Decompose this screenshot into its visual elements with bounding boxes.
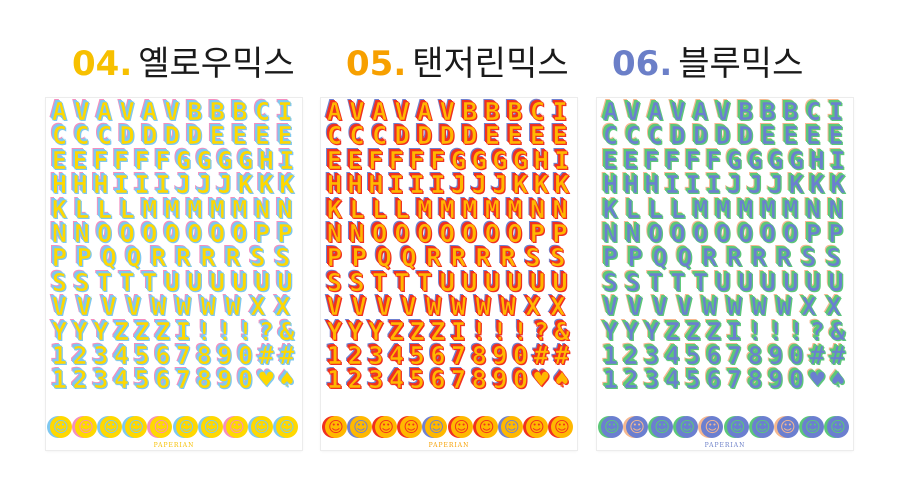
smiley-face-icon: ☺ bbox=[225, 416, 248, 438]
sticker-row: KLLLMMMMMNN bbox=[603, 194, 852, 224]
sticker-row: VVVVWWWWXX bbox=[52, 292, 301, 322]
brand-logo: PAPERIAN bbox=[428, 442, 470, 449]
smiley-face-icon: ☺ bbox=[651, 416, 674, 438]
smiley-face-icon: ☺ bbox=[826, 416, 849, 438]
smiley-face-icon: ☺ bbox=[350, 416, 373, 438]
smiley-face-icon: ☺ bbox=[601, 416, 623, 438]
smiley-face-icon: ☺ bbox=[275, 416, 298, 438]
sticker-sheet: AVAVAVBBBCI CCCDDDDEEEE EEFFFFGGGGHI HHHIII… bbox=[597, 98, 853, 450]
smiley-face-icon: ☺ bbox=[726, 416, 749, 438]
smiley-face-icon: ☺ bbox=[50, 416, 72, 438]
product-title: 04. 옐로우믹스 bbox=[72, 42, 295, 86]
smiley-face-icon: ☺ bbox=[450, 416, 473, 438]
product-name: 옐로우믹스 bbox=[138, 44, 295, 84]
sticker-row: 1234567890♥♠ bbox=[603, 365, 852, 395]
product-number: 04. bbox=[72, 44, 133, 84]
sticker-row: 1234567890## bbox=[52, 340, 301, 370]
smiley-face-icon: ☺ bbox=[200, 416, 223, 438]
sticker-row: PPQQRRRRSS bbox=[603, 243, 852, 273]
sticker-row: CCCDDDDEEEE bbox=[327, 121, 576, 151]
sticker-row: PPQQRRRRSS bbox=[327, 243, 576, 273]
smiley-face-icon: ☺ bbox=[676, 416, 699, 438]
sticker-row: 1234567890## bbox=[603, 340, 852, 370]
smiley-face-icon: ☺ bbox=[375, 416, 398, 438]
smiley-face-icon: ☺ bbox=[75, 416, 98, 438]
smiley-face-icon: ☺ bbox=[175, 416, 198, 438]
smiley-face-icon: ☺ bbox=[626, 416, 649, 438]
sticker-row: EEFFFFGGGGHI bbox=[327, 145, 576, 175]
smiley-face-icon: ☺ bbox=[250, 416, 273, 438]
smiley-face-icon: ☺ bbox=[125, 416, 148, 438]
sticker-row: AVAVAVBBBCI bbox=[52, 98, 301, 126]
sticker-row: CCCDDDDEEEE bbox=[603, 121, 852, 151]
sticker-row: HHHIIIJJJKKK bbox=[52, 170, 301, 200]
sticker-row: SSTTTUUUUUU bbox=[52, 267, 301, 297]
smiley-face-icon: ☺ bbox=[776, 416, 799, 438]
smiley-face-icon: ☺ bbox=[150, 416, 173, 438]
sticker-row: VVVVWWWWXX bbox=[603, 292, 852, 322]
smiley-face-icon: ☺ bbox=[701, 416, 724, 438]
product-title: 06. 블루믹스 bbox=[612, 42, 803, 86]
sticker-row: 1234567890♥♠ bbox=[52, 365, 301, 395]
smiley-face-icon: ☺ bbox=[751, 416, 774, 438]
smiley-face-icon: ☺ bbox=[400, 416, 423, 438]
sticker-row: NNOOOOOOOPP bbox=[603, 218, 852, 248]
product-number: 05. bbox=[346, 44, 407, 84]
product-number: 06. bbox=[612, 44, 673, 84]
smiley-face-icon: ☺ bbox=[475, 416, 498, 438]
smiley-face-icon: ☺ bbox=[525, 416, 548, 438]
sticker-row: YYYZZZI!!!?& bbox=[603, 316, 852, 346]
smiley-face-icon: ☺ bbox=[801, 416, 824, 438]
smiley-face-icon: ☺ bbox=[500, 416, 523, 438]
sticker-row: 1234567890## bbox=[327, 340, 576, 370]
sticker-row: VVVVWWWWXX bbox=[327, 292, 576, 322]
sticker-row: PPQQRRRRSS bbox=[52, 243, 301, 273]
sticker-sheet: AVAVAVBBBCI CCCDDDDEEEE EEFFFFGGGGHI HHHIII… bbox=[321, 98, 577, 450]
sticker-row: NNOOOOOOOPP bbox=[327, 218, 576, 248]
sticker-row: SSTTTUUUUUU bbox=[327, 267, 576, 297]
smiley-face-icon: ☺ bbox=[425, 416, 448, 438]
sticker-row: HHHIIIJJJKKK bbox=[603, 170, 852, 200]
sticker-row: NNOOOOOOOPP bbox=[52, 218, 301, 248]
smiley-face-icon: ☺ bbox=[550, 416, 573, 438]
sticker-row: 1234567890♥♠ bbox=[327, 365, 576, 395]
sticker-row: CCCDDDDEEEE bbox=[52, 121, 301, 151]
smiley-face-icon: ☺ bbox=[325, 416, 347, 438]
brand-logo: PAPERIAN bbox=[153, 442, 195, 449]
sticker-row: KLLLMMMMMNN bbox=[327, 194, 576, 224]
sticker-row: YYYZZZI!!!?& bbox=[327, 316, 576, 346]
brand-logo: PAPERIAN bbox=[704, 442, 746, 449]
product-name: 블루믹스 bbox=[678, 44, 804, 84]
sticker-row: AVAVAVBBBCI bbox=[603, 98, 852, 126]
smiley-face-icon: ☺ bbox=[100, 416, 123, 438]
sticker-sheet: AVAVAVBBBCI CCCDDDDEEEE EEFFFFGGGGHI HHHIII… bbox=[46, 98, 302, 450]
product-title: 05. 탠저린믹스 bbox=[346, 42, 569, 86]
product-name: 탠저린믹스 bbox=[412, 44, 569, 84]
sticker-row: EEFFFFGGGGHI bbox=[52, 145, 301, 175]
sticker-row: HHHIIIJJJKKK bbox=[327, 170, 576, 200]
sticker-row: YYYZZZI!!!?& bbox=[52, 316, 301, 346]
sticker-row: SSTTTUUUUUU bbox=[603, 267, 852, 297]
sticker-row: EEFFFFGGGGHI bbox=[603, 145, 852, 175]
sticker-row: KLLLMMMMMNN bbox=[52, 194, 301, 224]
sticker-row: AVAVAVBBBCI bbox=[327, 98, 576, 126]
